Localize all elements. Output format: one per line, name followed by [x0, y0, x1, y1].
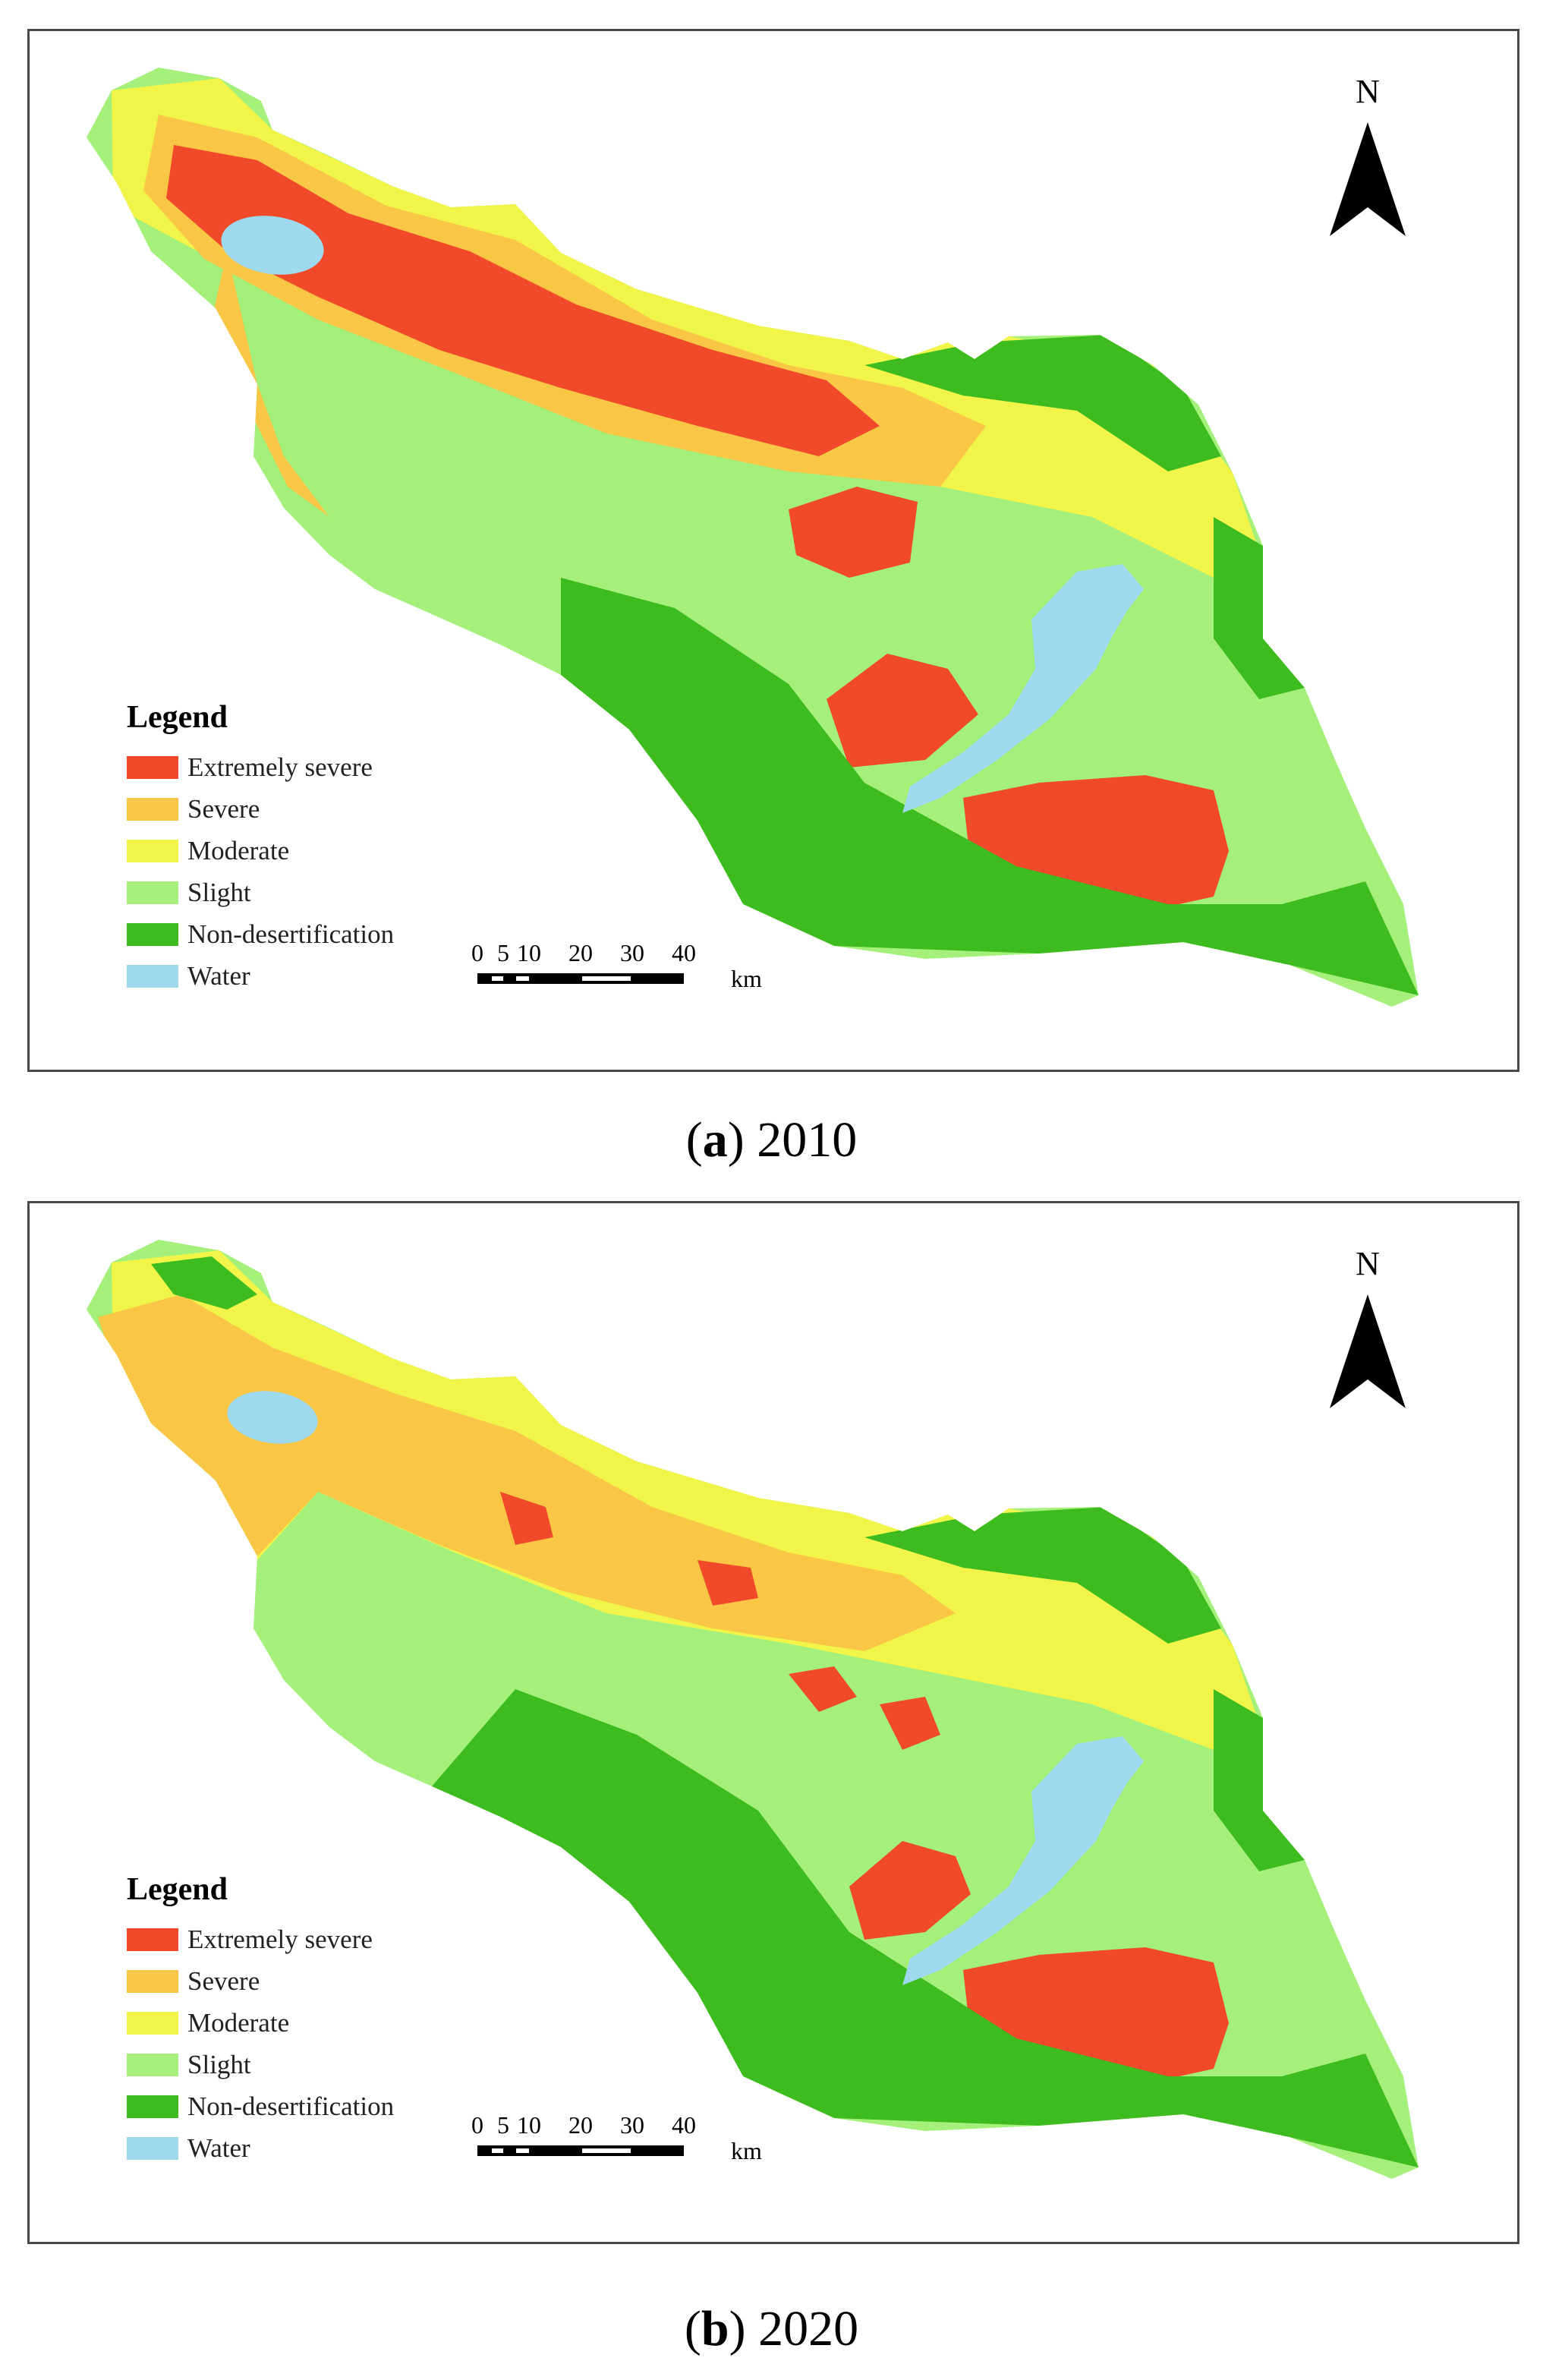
legend-swatch	[127, 2095, 178, 2118]
scale-tick-label: 5	[497, 2111, 509, 2139]
scale-tick-label: 0	[471, 939, 483, 966]
legend-swatch	[127, 839, 178, 862]
map-legend: Legend Extremely severe Severe Moderate …	[127, 1871, 446, 2169]
legend-swatch	[127, 797, 178, 821]
legend-title: Legend	[127, 1872, 228, 1907]
legend-item: Slight	[127, 2044, 446, 2085]
caption-letter: a	[702, 1112, 728, 1168]
north-arrow-icon	[1330, 1294, 1406, 1408]
scale-bar-graphic	[477, 973, 684, 984]
legend-label: Severe	[187, 1965, 260, 1996]
scale-bar: 0 5 10 20 30 40 km	[471, 939, 778, 992]
legend-item: Severe	[127, 1960, 446, 2002]
scale-tick-label: 30	[620, 939, 644, 966]
caption-year: 2010	[757, 1112, 858, 1168]
map-panel-2020: N Legend Extremely severe Severe Moderat…	[27, 1201, 1519, 2244]
legend-label: Non-desertification	[187, 2091, 395, 2121]
legend-item: Moderate	[127, 830, 446, 872]
north-arrow: N	[1326, 1244, 1409, 1419]
legend-swatch	[127, 755, 178, 779]
legend-item: Extremely severe	[127, 1918, 446, 1960]
scale-tick-label: 10	[517, 2111, 541, 2139]
scale-bar: 0 5 10 20 30 40 km	[471, 2111, 778, 2164]
scale-unit: km	[731, 2137, 762, 2164]
scale-tick-label: 0	[471, 2111, 483, 2139]
legend-item: Water	[127, 2127, 446, 2169]
panel-caption-2020: (b) 2020	[684, 2301, 859, 2356]
map-legend: Legend Extremely severe Severe Moderate …	[127, 699, 446, 997]
legend-swatch	[127, 2053, 178, 2076]
legend-swatch	[127, 881, 178, 904]
north-label: N	[1356, 73, 1380, 110]
desertification-map-2010	[87, 68, 1419, 1007]
legend-label: Slight	[187, 2049, 251, 2079]
legend-label: Moderate	[187, 2007, 290, 2038]
caption-year: 2020	[758, 2301, 859, 2356]
scale-tick-label: 20	[568, 2111, 593, 2139]
legend-swatch	[127, 964, 178, 988]
legend-label: Non-desertification	[187, 919, 395, 949]
panel-caption-2010: (a) 2010	[685, 1112, 858, 1168]
scale-tick-label: 40	[672, 939, 696, 966]
legend-swatch	[127, 2136, 178, 2160]
legend-item: Moderate	[127, 2002, 446, 2044]
north-label: N	[1356, 1245, 1380, 1282]
legend-label: Water	[187, 2133, 250, 2163]
north-arrow-icon	[1330, 122, 1406, 236]
legend-item: Water	[127, 955, 446, 997]
legend-title: Legend	[127, 700, 228, 735]
north-arrow: N	[1326, 72, 1409, 247]
caption-letter: b	[701, 2301, 729, 2356]
scale-tick-label: 20	[568, 939, 593, 966]
legend-label: Moderate	[187, 835, 290, 865]
scale-tick-label: 40	[672, 2111, 696, 2139]
legend-label: Extremely severe	[187, 752, 373, 782]
scale-unit: km	[731, 965, 762, 992]
legend-label: Extremely severe	[187, 1924, 373, 1954]
scale-bar-graphic	[477, 2145, 684, 2156]
legend-item: Slight	[127, 872, 446, 913]
legend-item: Extremely severe	[127, 746, 446, 788]
scale-tick-label: 10	[517, 939, 541, 966]
legend-label: Slight	[187, 877, 251, 907]
legend-swatch	[127, 2011, 178, 2035]
legend-item: Non-desertification	[127, 2085, 446, 2127]
map-panel-2010: N Legend Extremely severe Severe Moderat…	[27, 29, 1519, 1072]
legend-swatch	[127, 1969, 178, 1993]
scale-tick-label: 30	[620, 2111, 644, 2139]
legend-label: Severe	[187, 793, 260, 824]
legend-item: Non-desertification	[127, 913, 446, 955]
legend-swatch	[127, 1928, 178, 1951]
legend-label: Water	[187, 960, 250, 991]
legend-item: Severe	[127, 788, 446, 830]
scale-tick-label: 5	[497, 939, 509, 966]
legend-swatch	[127, 922, 178, 946]
desertification-map-2020	[87, 1240, 1419, 2179]
